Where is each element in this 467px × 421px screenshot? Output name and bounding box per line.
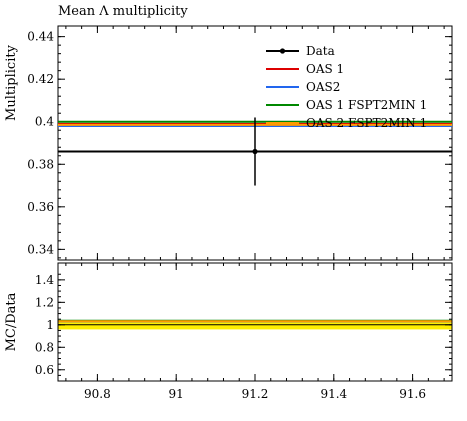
x-tick-label: 91 <box>169 387 184 401</box>
x-tick-label: 90.8 <box>84 387 111 401</box>
ratio-y-tick-label: 1.4 <box>35 273 54 287</box>
main-y-tick-label: 0.4 <box>35 115 54 129</box>
chart-title: Mean Λ multiplicity <box>58 4 188 19</box>
x-tick-label: 91.4 <box>320 387 347 401</box>
ratio-y-tick-label: 1.2 <box>35 295 54 309</box>
legend-label: OAS2 <box>306 80 340 94</box>
main-y-tick-label: 0.38 <box>27 157 54 171</box>
ratio-plot-panel: 0.6 0.8 1 1.2 1.4 90.8 91 91.2 91.4 91.6 <box>35 262 453 401</box>
main-y-tick-label: 0.34 <box>27 242 54 256</box>
legend-label: Data <box>306 44 335 58</box>
main-y-tick-label: 0.42 <box>27 72 54 86</box>
y-axis-label-main: Multiplicity <box>4 44 19 121</box>
legend-label: OAS 1 FSPT2MIN 1 <box>306 98 427 112</box>
ratio-y-tick-label: 0.8 <box>35 340 54 354</box>
legend: Data OAS 1 OAS2 OAS 1 FSPT2MIN 1 OAS 2 FSPT2… <box>266 44 427 130</box>
x-tick-label: 91.2 <box>242 387 269 401</box>
main-plot-panel: 0.34 0.36 0.38 0.4 0.42 0.44 <box>27 25 453 261</box>
legend-marker <box>279 48 286 54</box>
legend-label: OAS 2 FSPT2MIN 1 <box>306 116 427 130</box>
main-y-tick-label: 0.36 <box>27 200 54 214</box>
y-axis-label-ratio: MC/Data <box>4 292 19 351</box>
legend-label: OAS 1 <box>306 62 344 76</box>
ratio-y-tick-label: 1 <box>46 318 54 332</box>
main-y-tick-label: 0.44 <box>27 30 54 44</box>
data-point <box>252 148 258 155</box>
ratio-y-tick-label: 0.6 <box>35 363 54 377</box>
x-tick-label: 91.6 <box>399 387 426 401</box>
